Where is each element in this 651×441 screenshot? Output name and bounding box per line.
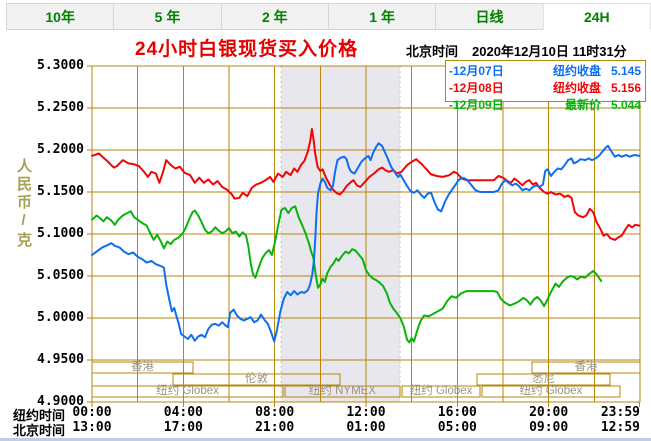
y-tick-label: 4.9500 bbox=[37, 352, 84, 367]
bottom-edge-divider bbox=[0, 438, 651, 441]
market-session-label: 香港 bbox=[574, 361, 598, 373]
x-tick-label: 01:00 bbox=[346, 420, 386, 435]
price-line-2 bbox=[91, 205, 603, 344]
beijing-clock: 北京时间 2020年12月10日 11时31分 bbox=[406, 41, 627, 60]
legend-date: -12月07日 bbox=[449, 64, 504, 78]
y-tick-label: 5.2500 bbox=[37, 100, 84, 115]
y-tick-label: 5.1000 bbox=[37, 226, 84, 241]
legend-type: 纽约收盘 bbox=[552, 81, 601, 95]
market-session-label: 纽约 Globex bbox=[409, 385, 473, 397]
x-tick-label: 23:59 bbox=[600, 405, 640, 420]
chart-title: 24小时白银现货买入价格 bbox=[135, 39, 359, 60]
legend-date: -12月08日 bbox=[449, 81, 504, 95]
x-tick-label: 09:00 bbox=[529, 420, 569, 435]
legend-value: 5.145 bbox=[610, 63, 641, 78]
x-tick-label: 08:00 bbox=[255, 405, 295, 420]
x-tick-label: 16:00 bbox=[437, 405, 477, 420]
tab-2[interactable]: 2 年 bbox=[220, 3, 329, 30]
legend-date: -12月09日 bbox=[449, 98, 504, 112]
x-axis-row-label: 北京时间 bbox=[13, 423, 66, 438]
clock-value: 2020年12月10日 11时31分 bbox=[472, 44, 627, 59]
market-session-box bbox=[476, 373, 611, 386]
legend-item: -12月08日 纽约收盘 5.156 bbox=[449, 79, 641, 96]
clock-label: 北京时间 bbox=[406, 44, 459, 59]
market-session-box bbox=[481, 385, 621, 398]
tab-1[interactable]: 5 年 bbox=[113, 3, 222, 30]
x-tick-label: 13:00 bbox=[72, 420, 112, 435]
market-session-label: 悉尼 bbox=[532, 373, 556, 385]
x-axis-row-label: 纽约时间 bbox=[13, 408, 66, 423]
legend-type: 纽约收盘 bbox=[552, 64, 601, 78]
plot-border bbox=[91, 65, 641, 403]
y-tick-label: 5.0000 bbox=[37, 310, 84, 325]
x-tick-label: 04:00 bbox=[163, 405, 203, 420]
market-session-box bbox=[172, 373, 341, 386]
y-tick-label: 5.3000 bbox=[37, 58, 84, 73]
market-session-label: 香港 bbox=[130, 361, 154, 373]
tab-0[interactable]: 10年 bbox=[6, 3, 115, 30]
x-tick-label: 00:00 bbox=[72, 405, 112, 420]
market-session-label: 纽约 Globex bbox=[519, 385, 583, 397]
y-tick-label: 5.1500 bbox=[37, 184, 84, 199]
chart-legend: -12月07日 纽约收盘 5.145 -12月08日 纽约收盘 5.156 -12月09日最… bbox=[445, 60, 646, 112]
x-tick-label: 20:00 bbox=[529, 405, 569, 420]
x-tick-label: 12:00 bbox=[346, 405, 386, 420]
tab-active-5[interactable]: 24H bbox=[542, 3, 651, 30]
legend-type: 最新价 bbox=[564, 98, 601, 112]
x-tick-label: 05:00 bbox=[437, 420, 477, 435]
x-tick-label: 17:00 bbox=[163, 420, 203, 435]
legend-item: -12月07日 纽约收盘 5.145 bbox=[449, 62, 641, 79]
legend-value: 5.156 bbox=[610, 80, 641, 95]
x-tick-label: 12:59 bbox=[600, 420, 640, 435]
y-tick-label: 5.0500 bbox=[37, 268, 84, 283]
y-axis-unit-label: 人民币/克 bbox=[15, 158, 32, 250]
y-tick-label: 4.9000 bbox=[37, 394, 84, 409]
market-session-box bbox=[284, 385, 401, 398]
market-session-label: 伦敦 bbox=[245, 373, 268, 385]
tab-4[interactable]: 日线 bbox=[435, 3, 544, 30]
tab-3[interactable]: 1 年 bbox=[327, 3, 437, 30]
price-line-1 bbox=[91, 128, 641, 241]
market-session-label: 纽约 NYMEX bbox=[308, 385, 377, 397]
x-tick-label: 21:00 bbox=[255, 420, 295, 435]
price-line-0 bbox=[91, 142, 641, 343]
legend-value: 5.044 bbox=[610, 97, 641, 112]
legend-item: -12月09日 最新价 5.044 bbox=[449, 96, 641, 113]
market-session-box bbox=[401, 385, 481, 398]
market-session-label: 纽约 Globex bbox=[156, 385, 219, 397]
y-tick-label: 5.2000 bbox=[37, 142, 84, 157]
